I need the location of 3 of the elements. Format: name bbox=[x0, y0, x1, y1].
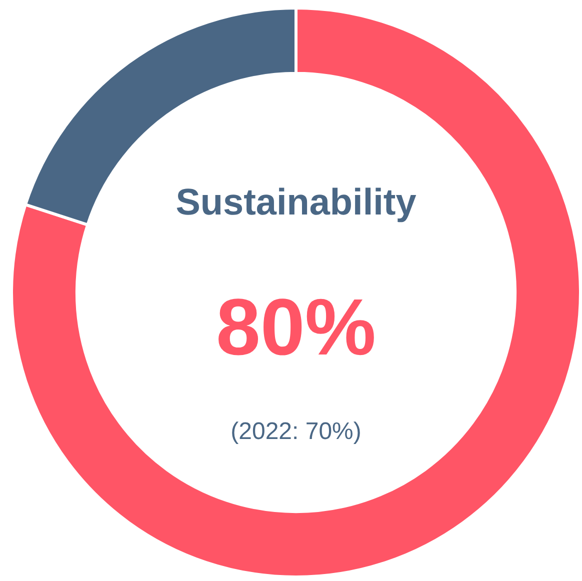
text: 80% bbox=[216, 282, 376, 372]
text: (2022: 70%) bbox=[230, 418, 362, 446]
text: Sustainability bbox=[176, 182, 417, 223]
